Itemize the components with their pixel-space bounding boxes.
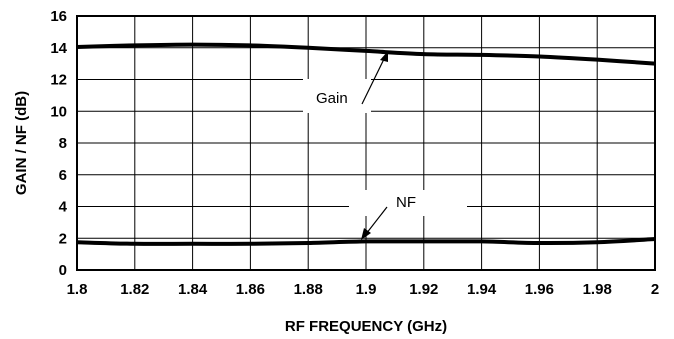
x-tick-label: 1.9	[356, 281, 377, 298]
x-tick-label: 1.84	[178, 281, 208, 298]
x-axis-title: RF FREQUENCY (GHz)	[285, 318, 447, 335]
x-tick-label: 2	[651, 281, 659, 298]
y-tick-label: 10	[50, 103, 67, 120]
annotations: Gain NF	[316, 51, 416, 240]
y-tick-label: 2	[59, 230, 67, 247]
y-tick-label: 6	[59, 167, 67, 184]
y-tick-labels: 0 2 4 6 8 10 12 14 16	[50, 8, 67, 279]
series-line-gain	[76, 42, 656, 66]
x-tick-label: 1.88	[294, 281, 323, 298]
y-tick-label: 12	[50, 72, 67, 89]
nf-label: NF	[396, 194, 416, 211]
x-tick-label: 1.94	[467, 281, 497, 298]
series-line-nf	[76, 237, 656, 246]
y-tick-label: 0	[59, 262, 67, 279]
x-tick-label: 1.98	[583, 281, 612, 298]
x-tick-label: 1.92	[409, 281, 438, 298]
annotation-backgrounds	[303, 79, 467, 216]
y-tick-label: 8	[59, 135, 67, 152]
series-lines	[76, 42, 656, 246]
plot-frame	[76, 15, 656, 271]
x-tick-label: 1.86	[236, 281, 265, 298]
gain-label-bg	[303, 79, 371, 113]
gain-arrow-head	[380, 51, 388, 62]
gain-arrow	[361, 56, 386, 105]
nf-arrow-head	[361, 228, 371, 240]
x-tick-label: 1.8	[67, 281, 88, 298]
x-tick-labels: 1.8 1.82 1.84 1.86 1.88 1.9 1.92 1.94 1.96 1.98 2	[67, 281, 660, 298]
y-tick-label: 16	[50, 8, 67, 25]
gain-label: Gain	[316, 90, 348, 107]
x-tick-label: 1.82	[120, 281, 149, 298]
y-axis-title: GAIN / NF (dB)	[13, 91, 30, 195]
y-tick-label: 14	[50, 40, 67, 57]
x-tick-label: 1.96	[525, 281, 554, 298]
y-tick-label: 4	[59, 199, 68, 216]
nf-arrow	[365, 206, 388, 235]
nf-label-bg	[349, 190, 467, 216]
